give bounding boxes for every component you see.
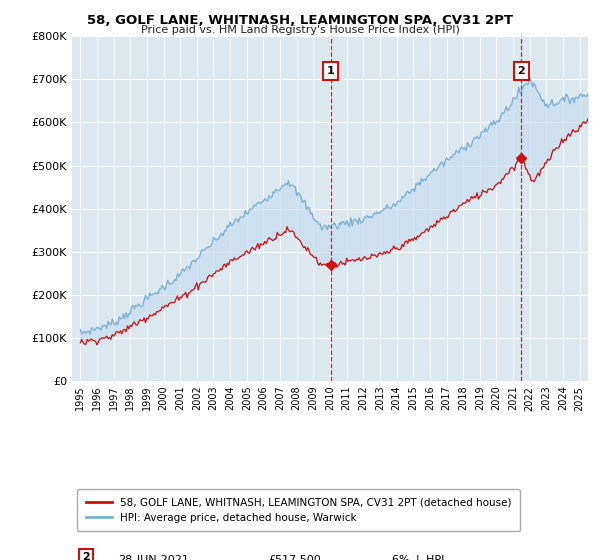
Text: £517,500: £517,500 [268,555,321,560]
Text: 15-JAN-2010: 15-JAN-2010 [118,520,188,530]
Text: 2: 2 [82,552,90,560]
Text: 28-JUN-2021: 28-JUN-2021 [118,555,190,560]
Text: 19% ↓ HPI: 19% ↓ HPI [392,520,451,530]
Text: 6% ↓ HPI: 6% ↓ HPI [392,555,444,560]
Text: 58, GOLF LANE, WHITNASH, LEAMINGTON SPA, CV31 2PT: 58, GOLF LANE, WHITNASH, LEAMINGTON SPA,… [87,14,513,27]
Text: 2: 2 [518,66,525,76]
Text: 1: 1 [327,66,335,76]
Text: Price paid vs. HM Land Registry's House Price Index (HPI): Price paid vs. HM Land Registry's House … [140,25,460,35]
Text: 1: 1 [82,517,90,528]
Text: £270,000: £270,000 [268,520,321,530]
Legend: 58, GOLF LANE, WHITNASH, LEAMINGTON SPA, CV31 2PT (detached house), HPI: Average: 58, GOLF LANE, WHITNASH, LEAMINGTON SPA,… [77,489,520,531]
